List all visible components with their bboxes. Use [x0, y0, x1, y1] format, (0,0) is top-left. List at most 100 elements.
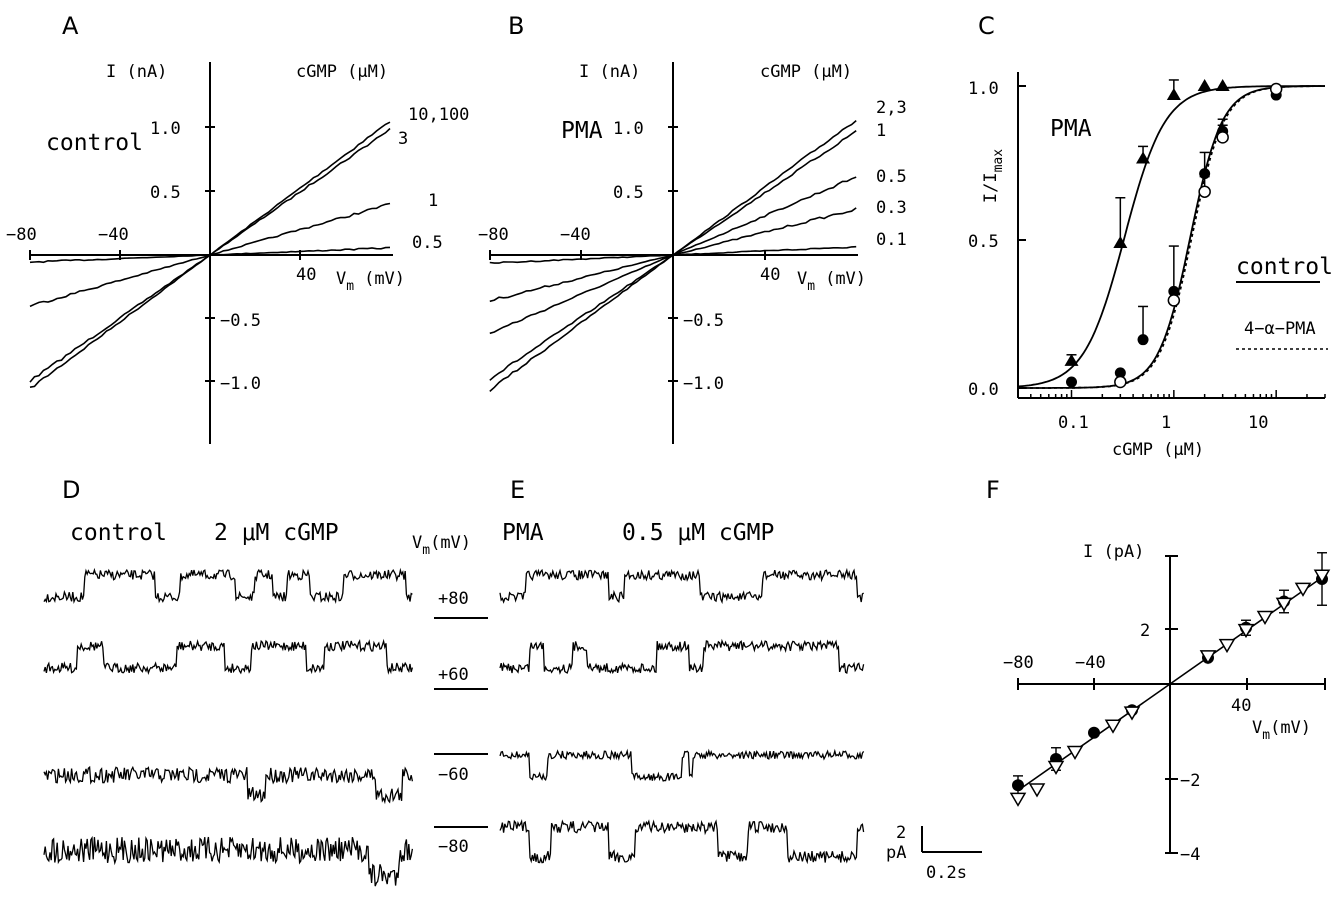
panel-d-traces	[43, 567, 414, 887]
current-trace	[499, 638, 865, 675]
panel-f-y-tick-label: −4	[1180, 845, 1200, 865]
panel-d-voltage-label: −60	[438, 765, 469, 785]
fit-curve	[1018, 85, 1325, 389]
data-point-open-circle	[1114, 375, 1127, 389]
panel-f-y-tick-label: 2	[1140, 621, 1150, 641]
panel-c-plot	[1017, 79, 1325, 389]
data-point-open-triangle	[1237, 623, 1255, 639]
panel-c-control-label: control	[1236, 254, 1333, 280]
data-point-open-triangle	[1199, 650, 1217, 665]
panel-c-y-tick-label: 0.5	[968, 232, 999, 252]
panel-e: E PMA 0.5 μM cGMP 2 pA 0.2s	[499, 476, 982, 883]
panel-c-x-tick-label: 1	[1161, 413, 1171, 433]
panel-label-a: A	[62, 12, 79, 40]
current-trace	[499, 819, 865, 865]
panel-f-y-tick-label: −2	[1180, 771, 1200, 791]
data-point-open-triangle	[1047, 760, 1065, 775]
current-trace	[499, 748, 865, 782]
panel-a-condition-label: control	[46, 130, 143, 156]
panel-b-y-tick-label: 0.5	[613, 183, 644, 203]
current-trace	[43, 567, 413, 604]
panel-b-x-tick-label: −40	[560, 225, 591, 245]
panel-b: B I (nA) cGMP (μM) 1.0 0.5 −0.5 −1.0 −80…	[478, 12, 907, 444]
iv-curve	[489, 245, 857, 264]
panel-label-e: E	[510, 476, 525, 504]
panel-e-traces	[499, 567, 865, 865]
data-point-circle	[1088, 726, 1100, 739]
data-point-triangle	[1215, 79, 1230, 91]
panel-b-x-tick-label: 40	[760, 265, 780, 285]
panel-f-x-tick-label: −40	[1075, 653, 1106, 673]
panel-c-y-tick-label: 0.0	[968, 380, 999, 400]
current-trace	[43, 835, 414, 887]
panel-f-x-tick-label: 40	[1231, 696, 1251, 716]
panel-label-b: B	[508, 12, 524, 40]
data-point-open-circle	[1269, 82, 1283, 96]
panel-e-scale-x-label: 0.2s	[926, 863, 967, 883]
panel-b-iv-curves	[489, 119, 857, 392]
panel-b-legend-title: cGMP (μM)	[760, 62, 852, 82]
panel-b-y-tick-label: −0.5	[683, 311, 724, 331]
data-point-open-circle	[1167, 294, 1181, 307]
panel-e-concentration: 0.5 μM cGMP	[622, 520, 774, 546]
panel-d-voltage-label: +60	[438, 665, 469, 685]
panel-d-voltage-label: +80	[438, 589, 469, 609]
data-point-open-triangle	[1066, 745, 1084, 760]
panel-a-x-tick-label: −40	[98, 225, 129, 245]
panel-b-curve-label: 0.5	[876, 167, 907, 187]
panel-b-curve-label: 2,3	[876, 98, 907, 118]
panel-e-scale-y-value: 2	[896, 823, 906, 843]
panel-c-pma-label: PMA	[1050, 116, 1092, 142]
panel-d: D control 2 μM cGMP Vm(mV) +80 +60 −60 −…	[43, 476, 488, 887]
panel-f-plot	[1009, 552, 1331, 807]
data-point-triangle	[1197, 79, 1212, 91]
data-point-circle	[1012, 779, 1024, 792]
panel-b-x-tick-label: −80	[478, 225, 509, 245]
panel-c-alpha-label: 4−α−PMA	[1244, 319, 1316, 339]
data-point-open-triangle	[1256, 610, 1274, 625]
panel-a-curve-label: 1	[428, 191, 438, 211]
panel-a-iv-curves	[29, 121, 391, 388]
panel-a-y-tick-label: 0.5	[150, 183, 181, 203]
panel-a-x-tick-label: 40	[296, 265, 316, 285]
panel-a-y-tick-label: −0.5	[220, 311, 261, 331]
data-point-circle	[1137, 334, 1149, 346]
data-point-open-circle	[1198, 185, 1211, 198]
panel-a-curve-label: 10,100	[408, 105, 469, 125]
panel-c-log-ticks	[1017, 390, 1326, 398]
data-point-circle	[1066, 376, 1078, 388]
data-point-open-triangle	[1275, 597, 1293, 612]
panel-label-d: D	[62, 476, 80, 504]
panel-a-y-tick-label: −1.0	[220, 374, 261, 394]
current-trace	[43, 638, 414, 675]
data-point-triangle	[1064, 353, 1079, 366]
panel-a-x-tick-label: −80	[6, 225, 37, 245]
panel-a-y-axis-label: I (nA)	[106, 62, 167, 82]
data-point-triangle	[1166, 88, 1181, 101]
panel-a-y-tick-label: 1.0	[150, 119, 181, 139]
panel-b-curve-label: 0.1	[876, 230, 907, 250]
data-point-open-triangle	[1313, 569, 1331, 584]
current-trace	[499, 567, 865, 605]
panel-b-curve-label: 0.3	[876, 198, 907, 218]
panel-b-condition-label: PMA	[561, 118, 603, 144]
panel-f-x-axis-label: Vm(mV)	[1252, 718, 1311, 743]
panel-c-x-tick-label: 0.1	[1058, 413, 1089, 433]
panel-b-y-tick-label: −1.0	[683, 374, 724, 394]
data-point-open-triangle	[1028, 783, 1046, 798]
data-point-open-triangle	[1104, 719, 1122, 734]
panel-c-y-tick-label: 1.0	[968, 79, 999, 99]
panel-c: C 1.0 0.5 0.0 0.1 1 10 cGMP (μM) I/Imax …	[968, 12, 1333, 460]
panel-b-curve-label: 1	[876, 121, 886, 141]
panel-a-x-axis-label: Vm (mV)	[336, 269, 405, 294]
panel-e-scale-y-unit: pA	[886, 843, 906, 863]
panel-e-condition: PMA	[502, 520, 544, 546]
panel-f-y-axis-label: I (pA)	[1083, 542, 1144, 562]
panel-c-x-axis-label: cGMP (μM)	[1112, 440, 1204, 460]
panel-a: A I (nA) cGMP (μM) 1.0 0.5 −0.5 −1.0 −80…	[6, 12, 469, 444]
panel-d-concentration: 2 μM cGMP	[214, 520, 339, 546]
panel-f: F I (pA) 2 −2 −4 −80 −40 40 Vm(mV)	[986, 476, 1331, 865]
data-point-triangle	[1136, 151, 1151, 164]
data-point-open-triangle	[1123, 706, 1141, 721]
panel-c-y-axis-label: I/Imax	[981, 149, 1006, 203]
